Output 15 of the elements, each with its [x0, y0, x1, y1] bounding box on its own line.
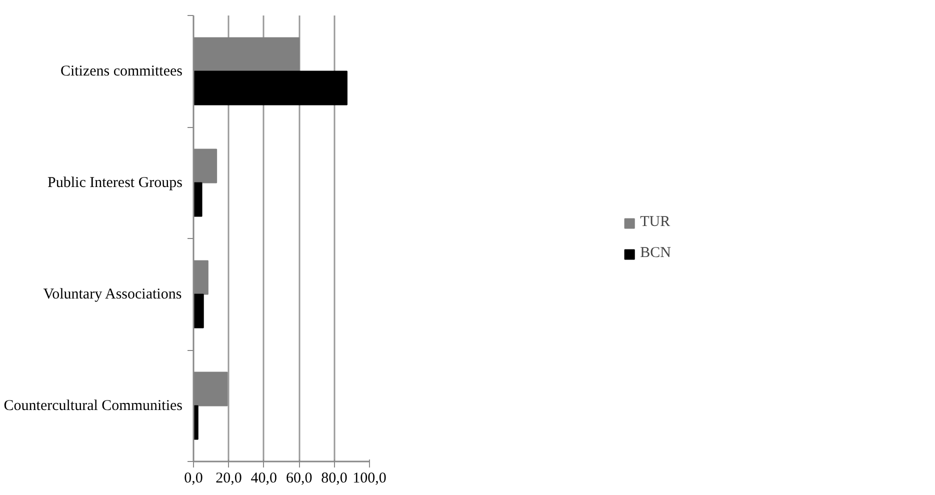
bar: [194, 182, 202, 217]
x-tick-label: 60,0: [286, 470, 312, 486]
y-tick-label: Countercultural Communities: [4, 398, 183, 414]
x-tick-label: 80,0: [321, 470, 348, 486]
x-tick-label: 0,0: [184, 470, 203, 486]
y-tick-label: Public Interest Groups: [48, 174, 183, 191]
bar: [194, 294, 204, 328]
y-tick-label: Citizens committees: [60, 63, 183, 80]
legend-label: BCN: [640, 245, 671, 262]
legend-label: TUR: [640, 214, 670, 231]
x-tick-label: 20,0: [216, 470, 242, 486]
bar: [194, 70, 348, 106]
x-tick-label: 40,0: [250, 470, 278, 486]
x-tick-label: 100,0: [352, 470, 386, 486]
y-tick-label: Voluntary Associations: [43, 286, 182, 302]
